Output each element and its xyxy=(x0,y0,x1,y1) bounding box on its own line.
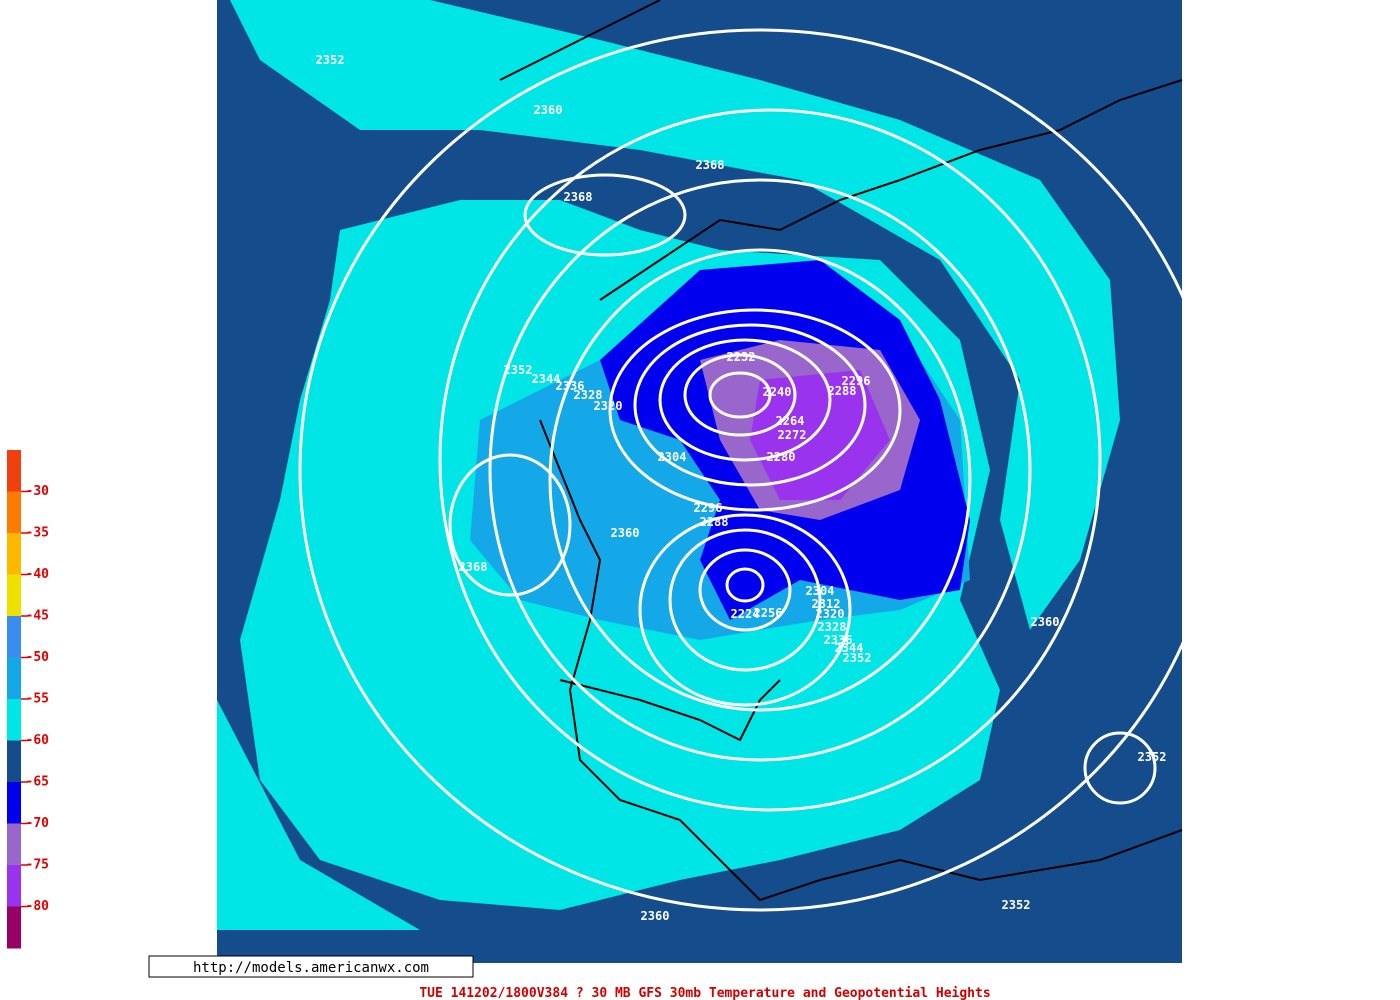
contour-label: 2312 xyxy=(812,597,841,611)
contour-label: 2336 xyxy=(556,379,585,393)
legend-swatch xyxy=(7,616,21,658)
legend-swatch xyxy=(7,823,21,866)
legend-swatch xyxy=(7,699,21,741)
legend-swatch xyxy=(7,450,21,492)
coastlines xyxy=(499,0,1183,902)
contour-label: 2352 xyxy=(316,53,345,67)
temperature-area xyxy=(750,370,890,500)
legend-label: -60 xyxy=(26,733,50,748)
legend-swatch xyxy=(7,491,21,534)
contour-label: 2352 xyxy=(504,363,533,377)
legend-label: -55 xyxy=(26,692,49,707)
legend-label: -70 xyxy=(26,816,50,831)
contour-label: 2368 xyxy=(459,560,488,574)
contour-label: 2368 xyxy=(696,158,725,172)
map xyxy=(217,0,1222,963)
legend-swatch xyxy=(7,740,21,783)
contour-label: 2368 xyxy=(564,190,593,204)
contour-label: 2296 xyxy=(694,501,723,515)
contour-label: 2360 xyxy=(534,103,563,117)
url: http://models.americanwx.com xyxy=(193,960,429,976)
contour-label: 2352 xyxy=(1138,750,1167,764)
contour-label: 2320 xyxy=(816,607,845,621)
contour-label: 2224 xyxy=(731,607,760,621)
legend-swatch xyxy=(7,865,21,907)
contour-label: 2336 xyxy=(824,633,853,647)
contour-label: 2272 xyxy=(778,428,807,442)
contour-label: 2352 xyxy=(1002,898,1031,912)
legend-label: -40 xyxy=(26,567,50,582)
contour-label: 2232 xyxy=(727,350,756,364)
contour-label: 2280 xyxy=(767,450,796,464)
footer: TUE 141202/1800V384 ? 30 MB GFS 30mb Tem… xyxy=(419,986,990,1000)
temperature-area xyxy=(230,0,1120,630)
legend-label: -80 xyxy=(26,899,50,914)
contour-label: 2256 xyxy=(754,606,783,620)
contour-label: 2328 xyxy=(574,388,603,402)
legend-label: -50 xyxy=(26,650,50,665)
legend-label: -75 xyxy=(26,858,49,873)
contour-label: 2288 xyxy=(700,515,729,529)
legend-swatch xyxy=(7,906,21,949)
contour-label: 2240 xyxy=(763,385,792,399)
contour-label: 2344 xyxy=(835,641,864,655)
contour-label: 2288 xyxy=(828,384,857,398)
contour-label: 2360 xyxy=(1031,615,1060,629)
contour-label: 2320 xyxy=(594,399,623,413)
contour-label: 2360 xyxy=(611,526,640,540)
legend-label: -45 xyxy=(26,609,49,624)
contours xyxy=(298,28,1222,912)
contour-label: 2304 xyxy=(806,584,835,598)
legend-label: -65 xyxy=(26,775,49,790)
contour-label: 2304 xyxy=(658,450,687,464)
legend: -30 -35 -40 -45 -50 -55 -60 -65 -70 -75 -80 xyxy=(7,450,49,949)
contour-label: 2296 xyxy=(842,374,871,388)
legend-swatch xyxy=(7,657,21,700)
contour-label: 2360 xyxy=(641,909,670,923)
contour-label: 2328 xyxy=(818,620,847,634)
contour-label: 2344 xyxy=(532,372,561,386)
url-box xyxy=(148,955,474,978)
legend-swatch xyxy=(7,533,21,575)
temperature-area xyxy=(217,700,420,930)
legend-label: -35 xyxy=(26,526,49,541)
contour-label: 2264 xyxy=(776,414,805,428)
contour-label: 2352 xyxy=(843,651,872,665)
legend-swatch xyxy=(7,782,21,824)
legend-swatch xyxy=(7,574,21,617)
legend-label: -30 xyxy=(26,484,50,499)
contour-labels: 2352236023682368235223442336232823202232… xyxy=(316,53,1167,923)
